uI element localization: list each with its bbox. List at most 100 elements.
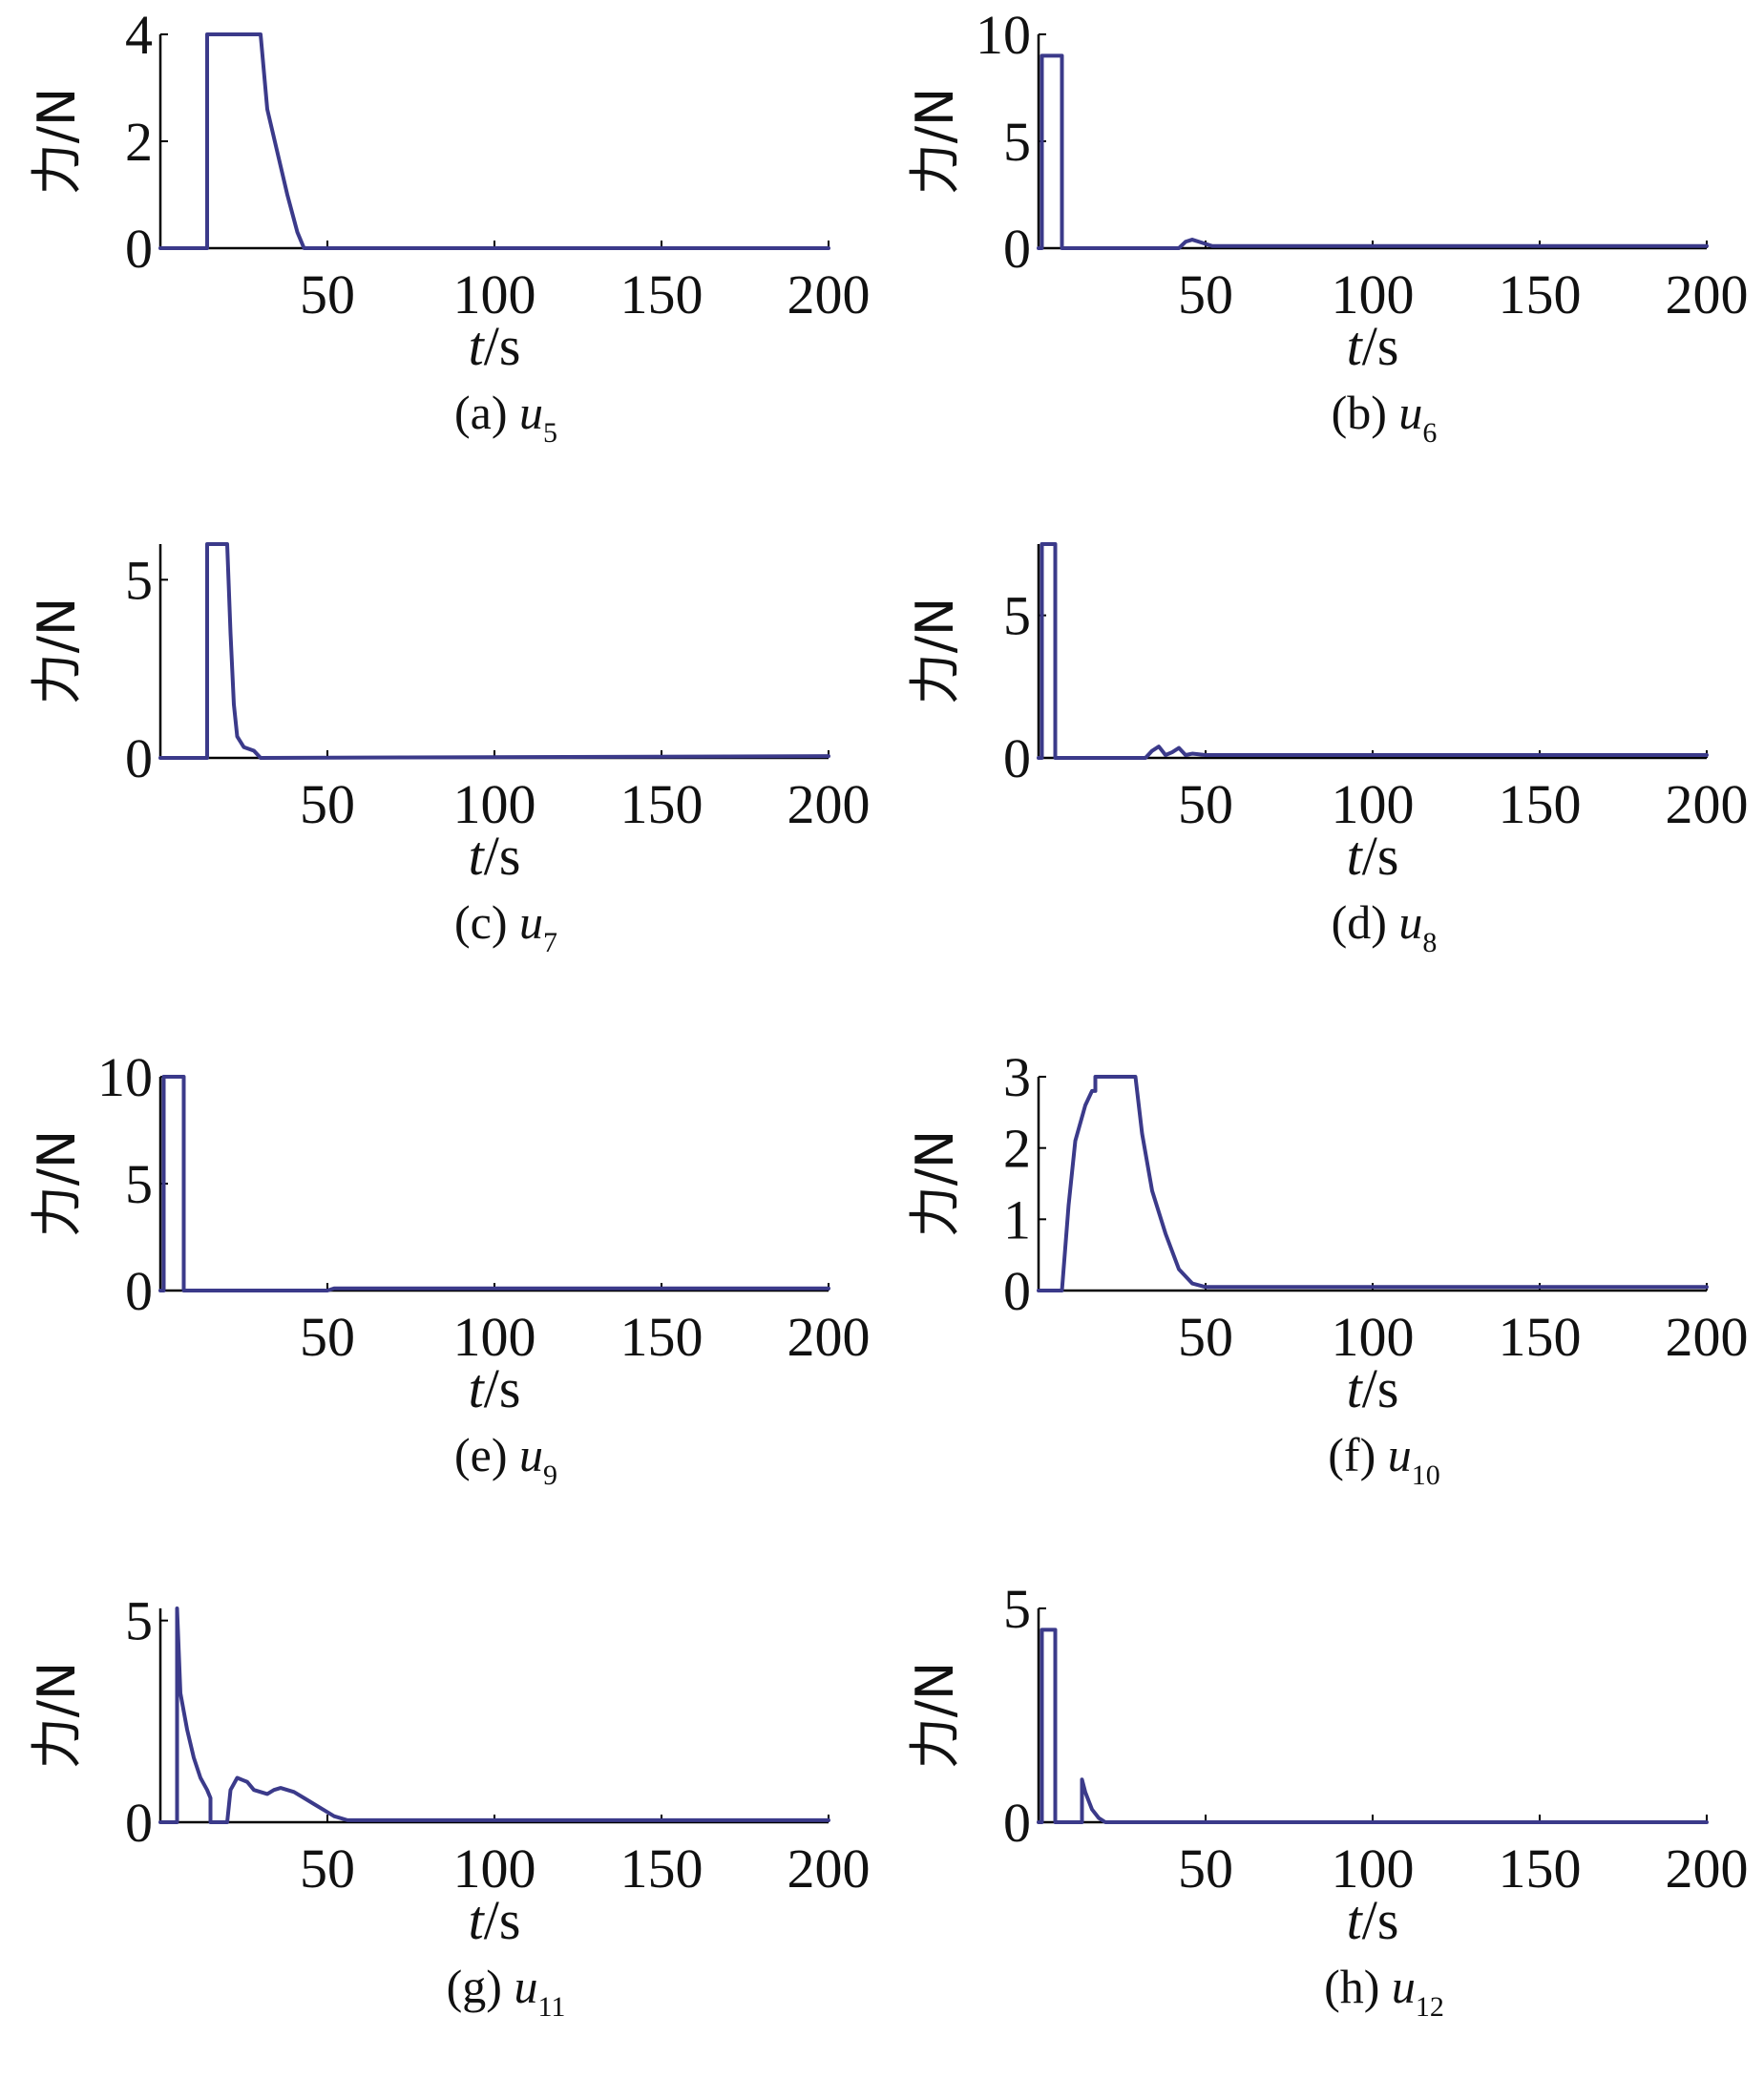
caption-subscript: 9	[543, 1460, 557, 1491]
y-axis-label: 力/N	[905, 88, 965, 196]
caption-variable: u	[514, 1960, 538, 2013]
series-line	[1037, 53, 1709, 250]
x-axis-label: t/s	[1347, 1357, 1399, 1419]
chart-panel: 50 100 150 200 0 1 2 3 力/N t/s	[905, 1046, 1749, 1424]
x-tick-label: 50	[300, 263, 355, 326]
chart-svg: 50 100 150 200 0 5 力/N t/s	[905, 1578, 1749, 1951]
x-tick-label: 50	[1178, 263, 1233, 326]
y-tick-label: 4	[125, 4, 153, 66]
x-axis-label: t/s	[1347, 1889, 1399, 1951]
y-axis-label: 力/N	[27, 598, 87, 705]
x-tick-label: 200	[1666, 1838, 1749, 1900]
chart-svg: 50 100 150 200 0 1 2 3 力/N t/s	[905, 1046, 1749, 1419]
y-tick-label: 0	[1003, 218, 1031, 280]
x-tick-label: 50	[300, 773, 355, 835]
caption-subscript: 8	[1422, 927, 1438, 958]
x-tick-label: 50	[1178, 1838, 1233, 1900]
caption-subscript: 6	[1422, 417, 1438, 449]
x-axis-label: t/s	[469, 1889, 521, 1951]
x-tick-label: 200	[788, 773, 871, 835]
panel-caption: (a) u5	[454, 385, 557, 450]
y-axis-label: 力/N	[905, 1662, 965, 1770]
y-tick-label: 2	[1003, 1118, 1031, 1180]
series-line	[1037, 1075, 1709, 1292]
y-tick-label: 5	[1003, 1578, 1031, 1640]
y-tick-label: 5	[125, 1153, 153, 1215]
x-tick-label: 200	[1666, 773, 1749, 835]
y-tick-label: 0	[125, 1792, 153, 1854]
y-tick-label: 3	[1003, 1046, 1031, 1108]
caption-letter: (g)	[446, 1960, 514, 2013]
x-tick-label: 200	[1666, 263, 1749, 326]
caption-subscript: 5	[543, 417, 557, 449]
x-tick-label: 200	[788, 263, 871, 326]
caption-variable: u	[1398, 386, 1423, 439]
x-tick-label: 100	[1332, 1838, 1415, 1900]
caption-letter: (e)	[454, 1428, 519, 1481]
series-line	[158, 1075, 830, 1292]
x-tick-label: 100	[1332, 263, 1415, 326]
caption-subscript: 10	[1411, 1460, 1440, 1491]
y-tick-label: 5	[125, 549, 153, 611]
x-axis-label: t/s	[1347, 315, 1399, 377]
y-tick-label: 10	[97, 1046, 153, 1108]
chart-panel: 50 100 150 200 0 5 10 力/N t/s	[27, 1046, 871, 1424]
series-line	[1037, 1628, 1709, 1824]
caption-variable: u	[519, 386, 543, 439]
y-tick-label: 0	[125, 727, 153, 789]
y-axis-label: 力/N	[27, 88, 87, 196]
x-tick-label: 150	[1499, 1306, 1582, 1368]
x-tick-label: 150	[1499, 263, 1582, 326]
chart-svg: 50 100 150 200 0 5 力/N t/s	[27, 1590, 871, 1951]
panel-caption: (e) u9	[454, 1427, 557, 1492]
panel-caption: (g) u11	[447, 1959, 566, 2024]
x-tick-label: 100	[453, 773, 536, 835]
y-tick-label: 2	[125, 111, 153, 173]
chart-panel: 50 100 150 200 0 5 力/N t/s	[27, 1589, 871, 1956]
x-tick-label: 150	[1499, 1838, 1582, 1900]
y-tick-label: 5	[125, 1590, 153, 1652]
panel-caption: (h) u12	[1324, 1959, 1444, 2024]
chart-panel: 50 100 150 200 0 5 力/N t/s	[905, 1578, 1749, 1956]
y-axis-label: 力/N	[27, 1130, 87, 1238]
x-tick-label: 100	[453, 1306, 536, 1368]
x-tick-label: 200	[1666, 1306, 1749, 1368]
caption-letter: (b)	[1331, 386, 1399, 439]
chart-svg: 50 100 150 200 0 5 力/N t/s	[27, 542, 871, 887]
x-tick-label: 150	[620, 1306, 704, 1368]
caption-letter: (h)	[1324, 1960, 1392, 2013]
caption-variable: u	[1391, 1960, 1416, 2013]
caption-subscript: 12	[1415, 1991, 1444, 2023]
x-tick-label: 100	[453, 1838, 536, 1900]
x-tick-label: 200	[788, 1838, 871, 1900]
caption-letter: (a)	[454, 386, 519, 439]
chart-panel: 50 100 150 200 0 2 4 力/N t/s	[27, 4, 871, 382]
series-line	[158, 32, 830, 250]
caption-subscript: 7	[543, 927, 557, 958]
x-tick-label: 100	[1332, 773, 1415, 835]
y-tick-label: 5	[1003, 111, 1031, 173]
chart-panel: 50 100 150 200 0 5 力/N t/s	[905, 525, 1749, 892]
chart-svg: 50 100 150 200 0 5 10力/N t/s	[905, 4, 1749, 377]
x-axis-label: t/s	[469, 825, 521, 887]
x-tick-label: 200	[788, 1306, 871, 1368]
chart-svg: 50 100 150 200 0 5 力/N t/s	[905, 542, 1749, 887]
chart-svg: 50 100 150 200 0 2 4 力/N t/s	[27, 4, 871, 377]
chart-panel: 50 100 150 200 0 5 力/N t/s	[27, 525, 871, 892]
x-tick-label: 50	[1178, 773, 1233, 835]
x-tick-label: 150	[1499, 773, 1582, 835]
x-tick-label: 50	[300, 1306, 355, 1368]
x-axis-label: t/s	[469, 315, 521, 377]
y-tick-label: 1	[1003, 1188, 1031, 1250]
y-tick-label: 10	[976, 4, 1031, 66]
x-tick-label: 50	[1178, 1306, 1233, 1368]
x-tick-label: 150	[620, 1838, 704, 1900]
caption-variable: u	[1398, 895, 1423, 949]
y-tick-label: 5	[1003, 585, 1031, 647]
caption-variable: u	[519, 1428, 543, 1481]
panel-caption: (c) u7	[454, 894, 557, 959]
x-axis-label: t/s	[1347, 825, 1399, 887]
x-tick-label: 100	[453, 263, 536, 326]
x-tick-label: 50	[300, 1838, 355, 1900]
x-tick-label: 150	[620, 773, 704, 835]
